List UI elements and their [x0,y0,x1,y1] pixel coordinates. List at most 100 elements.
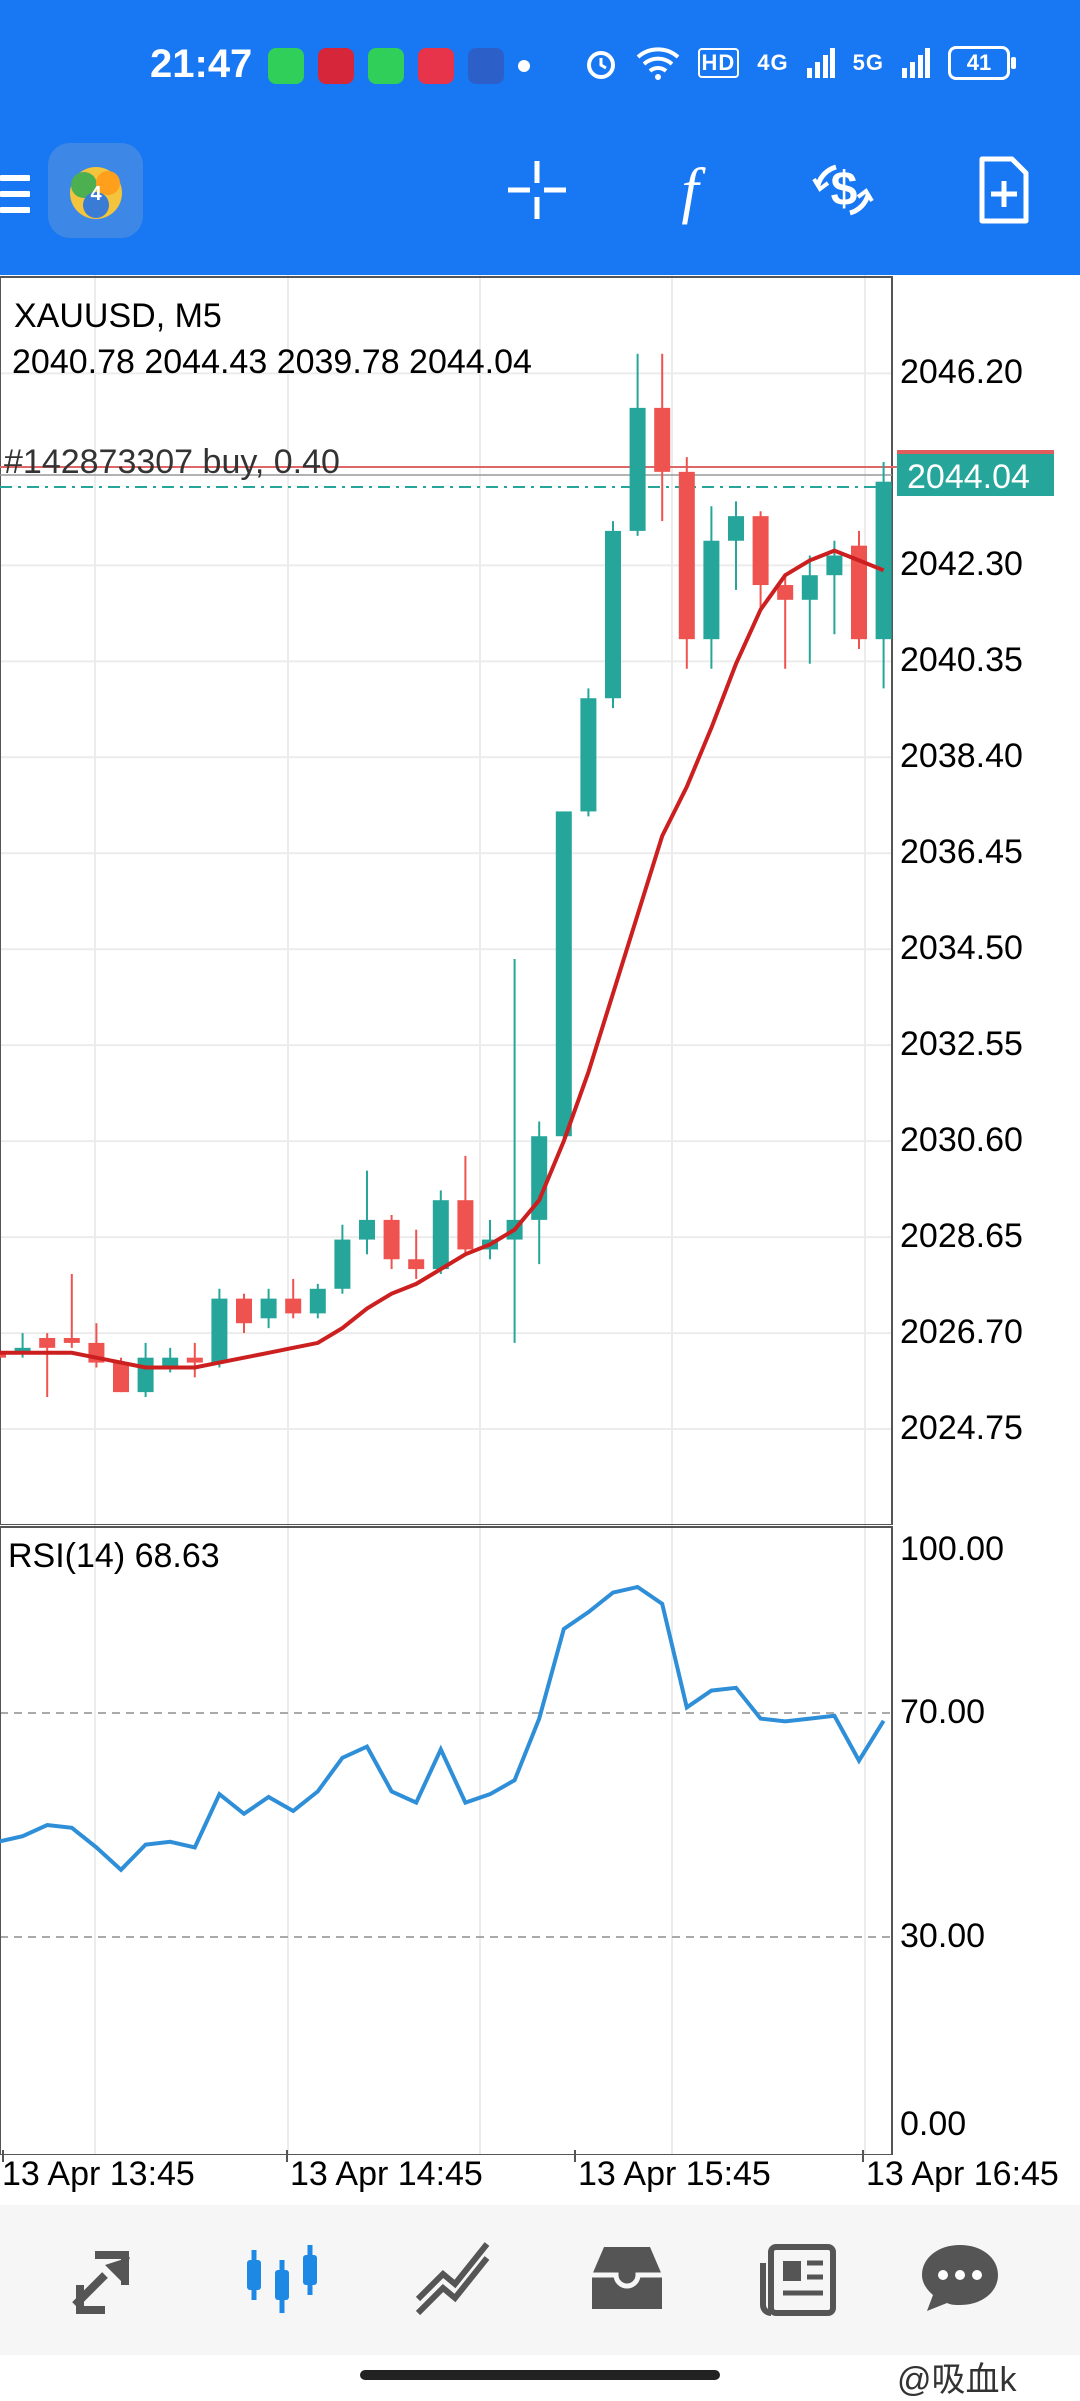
bull-candle [334,1239,351,1289]
time-tick-label: 13 Apr 13:45 [2,2155,195,2193]
app-logo[interactable]: 4 [48,143,143,238]
bull-candle [137,1357,154,1393]
bull-candle [162,1357,179,1368]
bear-candle [383,1219,400,1260]
hd-indicator: HD [697,48,740,78]
bull-candle [826,555,843,576]
chart-icon[interactable] [237,2235,327,2325]
status-indicators: HD 4G 5G 41 [584,46,1016,80]
price-tick-label: 2026.70 [900,1313,1023,1352]
rsi-line [0,1584,886,1873]
app-toolbar [0,135,1080,275]
bear-candle [236,1298,252,1324]
quotes-icon[interactable] [65,2235,155,2325]
rsi-tick-label: 70.00 [900,1693,986,1731]
price-tick-label: 2042.30 [900,545,1023,584]
network-4g: 4G [757,50,789,75]
phone-app-icon [368,48,404,84]
status-time: 21:47 [150,42,253,86]
shopping-app-icon [418,48,454,84]
bull-candle [309,1288,326,1314]
trade-nav-icon[interactable] [410,2235,500,2325]
home-indicator[interactable] [360,2370,720,2380]
bear-candle [752,516,769,586]
bull-candle [211,1298,228,1363]
time-tick-label: 13 Apr 14:45 [290,2155,483,2193]
signal-4g-icon [806,48,835,78]
price-chart[interactable]: XAUUSD, M5 2040.78 2044.43 2039.78 2044.… [0,275,1080,1525]
rsi-tick-label: 100.00 [900,1530,1004,1568]
candlestick-chart [0,275,1054,1525]
bear-candle [851,545,867,640]
time-tick-mark [574,2150,576,2162]
price-tick-label: 2036.45 [900,833,1023,872]
menu-icon[interactable] [0,175,30,223]
bear-candle [285,1298,302,1314]
svg-text:f: f [681,157,706,225]
bull-candle [260,1298,277,1319]
bear-candle [63,1337,80,1343]
bull-candle [875,481,892,640]
svg-text:4: 4 [90,183,102,205]
bull-candle [728,516,744,541]
chart-symbol: XAUUSD, M5 [14,297,222,335]
bear-candle [678,471,695,640]
price-tick-label: 2030.60 [900,1121,1023,1160]
rsi-label: RSI(14) 68.63 [8,1537,220,1575]
chat-app-icon [268,48,304,84]
traffic-app-icon [468,48,504,84]
notification-icons [268,48,530,84]
bull-candle [359,1219,375,1240]
bull-candle [580,698,597,812]
bear-candle [0,1352,6,1358]
price-tick-label: 2024.75 [900,1409,1023,1448]
news-icon[interactable] [755,2235,845,2325]
bull-candle [605,530,621,699]
chart-ohlc: 2040.78 2044.43 2039.78 2044.04 [12,343,532,381]
time-tick-mark [2,2150,4,2162]
bull-candle [531,1136,548,1220]
time-tick-label: 13 Apr 15:45 [578,2155,771,2193]
svg-text:$: $ [831,163,858,216]
function-icon[interactable]: f [655,155,725,225]
bear-candle [186,1357,203,1363]
signal-5g-icon [902,48,930,78]
rsi-panel[interactable]: RSI(14) 68.63 100.00 70.00 30.00 0.00 [0,1525,1080,2155]
price-tick-label: 2028.65 [900,1217,1023,1256]
bottom-navigation [0,2205,1080,2355]
battery-indicator: 41 [948,46,1016,80]
price-tick-label: 2032.55 [900,1025,1023,1064]
bear-candle [113,1362,129,1393]
watermark: @吸血k [897,2361,1017,2399]
bull-candle [801,575,818,600]
rsi-chart [0,1525,893,2155]
rsi-tick-label: 0.00 [900,2105,967,2143]
bear-candle [39,1337,56,1348]
trade-icon[interactable]: $ [808,155,878,225]
position-line-label[interactable]: #142873307 buy, 0.40 [4,443,340,481]
messages-icon[interactable] [915,2235,1005,2325]
rsi-tick-label: 30.00 [900,1917,986,1955]
bull-candle [703,540,720,640]
new-order-icon[interactable] [968,155,1038,225]
bear-candle [654,407,671,472]
history-icon[interactable] [582,2235,672,2325]
bear-candle [457,1200,474,1250]
bull-candle [14,1347,31,1353]
network-5g: 5G [852,50,884,75]
time-tick-label: 13 Apr 16:45 [866,2155,1059,2193]
price-tick-label: 2046.20 [900,353,1023,392]
bank-app-icon [318,48,354,84]
alarm-icon [586,51,615,79]
bull-candle [629,407,646,531]
bear-candle [777,585,794,600]
price-tick-label: 2034.50 [900,929,1023,968]
wifi-icon [636,47,679,80]
crosshair-icon[interactable] [502,155,572,225]
price-tick-label: 2038.40 [900,737,1023,776]
current-price-tag: 2044.04 [897,450,1054,496]
time-tick-mark [862,2150,864,2162]
bull-candle [555,811,572,1137]
price-tick-label: 2040.35 [900,641,1023,680]
status-bar: 21:47 HD 4G 5G 41 [0,0,1080,135]
